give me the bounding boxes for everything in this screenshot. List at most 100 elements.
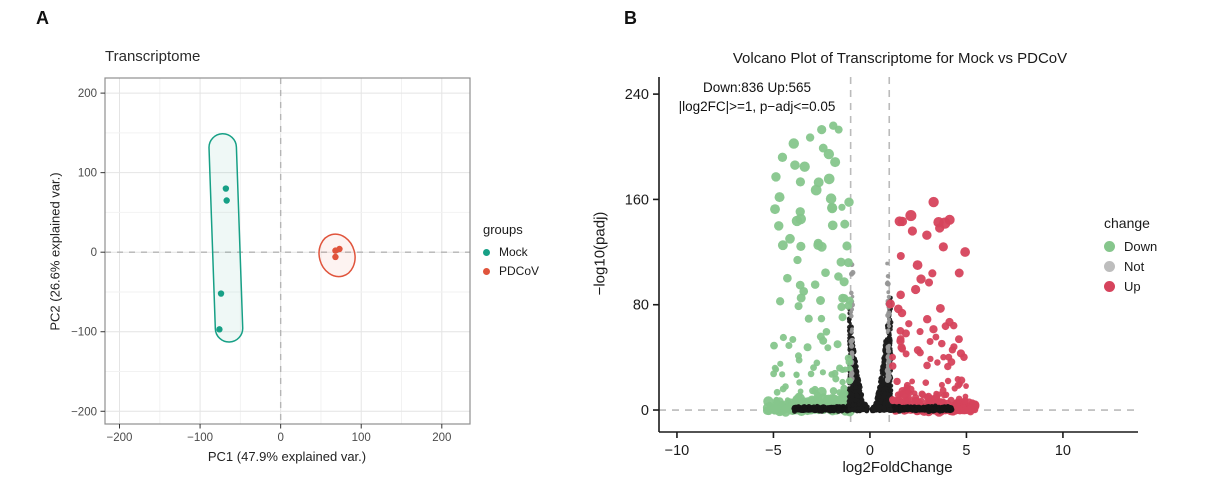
down-scatter (824, 344, 832, 352)
wedge-right (874, 403, 880, 409)
not-band (799, 407, 804, 412)
down-scatter (804, 314, 813, 323)
down-scatter (819, 369, 826, 376)
gray-halo (885, 369, 891, 375)
gray-halo (886, 294, 892, 300)
down-scatter (785, 341, 793, 349)
wedge-right (888, 383, 894, 389)
not-band (933, 406, 937, 410)
x-tick-label: 0 (866, 443, 874, 459)
gray-halo (885, 376, 891, 381)
up-scatter (896, 336, 905, 346)
up-scatter (889, 353, 896, 361)
up-top-point (896, 252, 905, 261)
up-wing (960, 406, 969, 415)
y-tick-label: 100 (78, 168, 97, 180)
up-scatter (928, 269, 937, 278)
volcano-x-axis-label: log2FoldChange (842, 459, 953, 476)
y-tick-label: 80 (633, 298, 649, 314)
wedge-left (857, 384, 863, 390)
gray-halo (886, 320, 891, 325)
gray-halo (849, 337, 855, 343)
down-scatter (775, 297, 785, 306)
down-scatter (788, 138, 800, 149)
up-scatter (902, 397, 909, 404)
up-top-point (907, 226, 917, 236)
gray-halo (885, 348, 892, 354)
down-scatter (782, 383, 789, 390)
data-point-pdcov (336, 245, 343, 253)
x-tick-label: 100 (352, 432, 371, 444)
gray-halo (886, 290, 891, 295)
up-scatter (945, 353, 953, 361)
up-dot-icon (1104, 281, 1115, 292)
not-band (836, 405, 842, 412)
down-scatter (795, 177, 806, 187)
gray-halo (848, 313, 854, 319)
down-scatter (845, 377, 854, 385)
down-scatter (773, 388, 781, 396)
down-scatter (831, 369, 839, 378)
wedge-right (885, 396, 890, 401)
up-scatter (954, 335, 963, 344)
down-scatter (837, 302, 846, 312)
up-scatter (957, 376, 966, 385)
wedge-right (887, 333, 892, 338)
volcano-title: Volcano Plot of Transcriptome for Mock v… (732, 50, 1068, 67)
y-tick-label: 240 (625, 87, 649, 103)
down-scatter (779, 371, 786, 378)
up-scatter (936, 391, 942, 398)
down-scatter (836, 389, 843, 396)
gray-halo (848, 271, 855, 277)
cluster-ellipse-mock (208, 132, 244, 343)
down-wing (781, 405, 790, 414)
down-scatter (817, 397, 824, 404)
x-tick-label: 200 (432, 432, 451, 444)
panel-a-letter: A (36, 8, 49, 28)
up-scatter (919, 391, 927, 399)
down-scatter (840, 384, 848, 392)
wedge-left (853, 367, 859, 373)
volcano-legend-label-not: Not (1124, 259, 1145, 274)
up-scatter (902, 350, 910, 358)
up-scatter (885, 299, 895, 309)
wedge-right (882, 362, 887, 367)
volcano-annotation: Down:836 Up:565 |log2FC|>=1, p−adj<=0.05 (652, 78, 862, 116)
up-scatter (961, 397, 969, 405)
down-scatter (777, 152, 788, 162)
y-tick-label: 200 (78, 88, 97, 100)
down-wing (763, 396, 774, 407)
wedge-left (861, 401, 867, 408)
up-scatter (934, 359, 941, 366)
down-scatter (827, 220, 838, 231)
down-scatter (836, 257, 846, 267)
down-scatter (842, 241, 852, 251)
up-scatter (905, 389, 912, 395)
not-band (945, 404, 951, 409)
up-scatter (910, 284, 921, 295)
down-scatter (793, 255, 802, 265)
down-scatter (827, 203, 838, 214)
y-tick-label: 160 (625, 192, 649, 208)
mock-dot-icon (483, 248, 490, 256)
up-scatter (954, 268, 964, 278)
panel-b-letter: B (624, 8, 637, 28)
up-scatter (940, 392, 948, 399)
not-band (832, 408, 837, 413)
up-scatter (916, 274, 926, 284)
up-scatter (938, 339, 946, 348)
x-tick-label: −200 (107, 432, 133, 444)
down-scatter (810, 280, 820, 289)
up-scatter (924, 394, 932, 401)
down-scatter (845, 358, 854, 366)
down-scatter (811, 388, 818, 395)
up-scatter (916, 328, 924, 336)
down-scatter (810, 364, 817, 372)
x-tick-label: 5 (962, 443, 970, 459)
not-band (794, 407, 801, 413)
up-scatter (916, 348, 924, 357)
down-scatter (839, 277, 849, 287)
up-scatter (922, 379, 930, 386)
down-scatter (843, 258, 853, 268)
